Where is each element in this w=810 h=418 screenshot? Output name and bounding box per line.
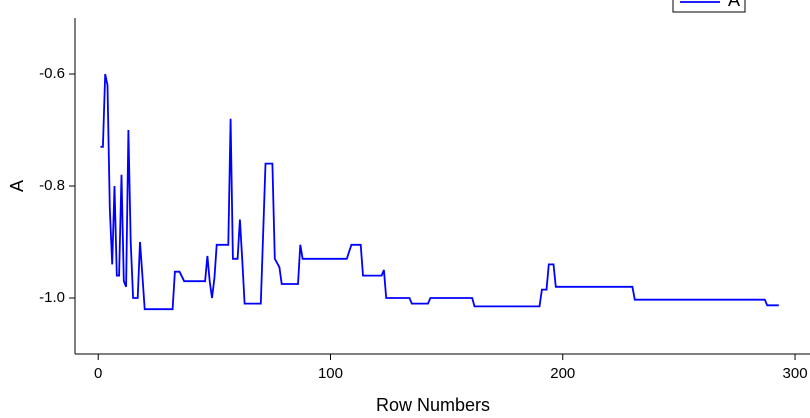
- legend-label: A: [728, 0, 740, 10]
- y-tick-label: -0.6: [39, 65, 65, 82]
- x-tick-label: 200: [550, 365, 575, 382]
- x-tick-label: 100: [318, 365, 343, 382]
- y-tick-label: -0.8: [39, 177, 65, 194]
- y-tick-label: -1.0: [39, 289, 65, 306]
- data-line: [100, 73, 779, 311]
- y-axis-label: A: [7, 180, 27, 192]
- x-tick-label: 0: [94, 365, 102, 382]
- x-tick-label: 300: [783, 365, 808, 382]
- legend-box: [672, 0, 746, 13]
- x-axis-label: Row Numbers: [376, 395, 490, 415]
